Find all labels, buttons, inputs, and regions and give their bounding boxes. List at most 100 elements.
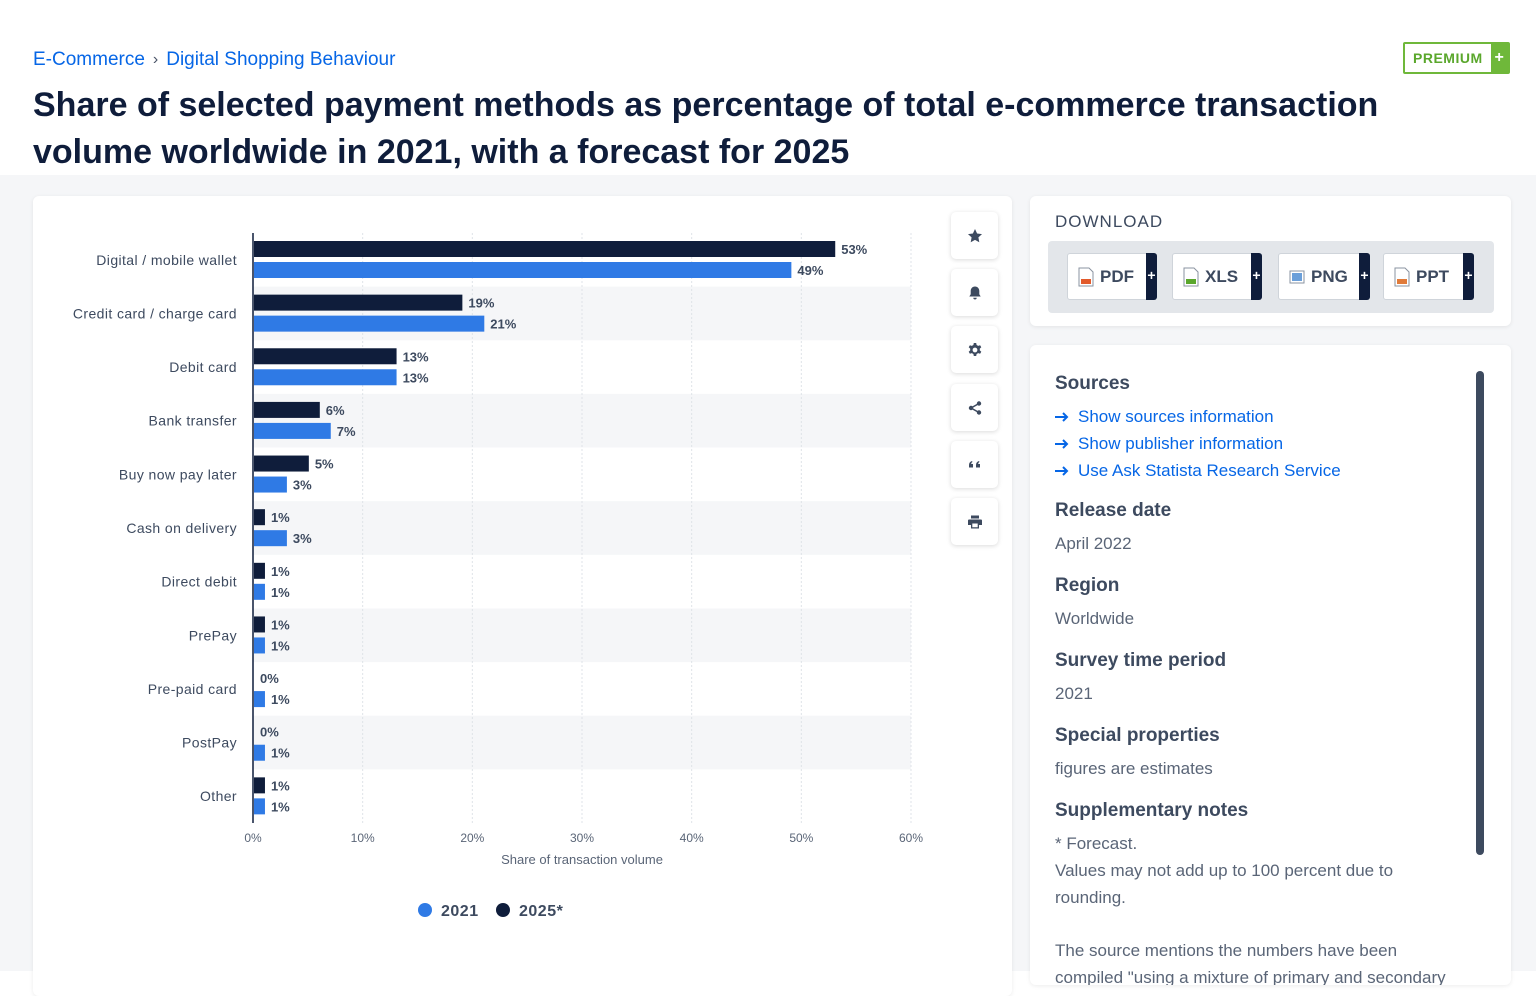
- bar-chart: Digital / mobile wallet 53% 49% Credit card…: [73, 233, 923, 920]
- notes-forecast: * Forecast.: [1055, 834, 1138, 853]
- download-xls-button[interactable]: XLS +: [1172, 253, 1262, 300]
- bar: [254, 476, 287, 493]
- bar: [254, 530, 287, 547]
- notification-button[interactable]: [951, 269, 998, 316]
- data-label: 1%: [271, 799, 290, 814]
- legend-label: 2025*: [519, 903, 564, 920]
- data-label: 1%: [271, 617, 290, 632]
- region-value: Worldwide: [1055, 609, 1135, 628]
- download-pdf-button[interactable]: PDF +: [1067, 253, 1157, 300]
- data-label: 13%: [403, 349, 429, 364]
- data-label: 0%: [260, 725, 279, 740]
- show-publisher-label: Show publisher information: [1078, 434, 1284, 453]
- print-button[interactable]: [951, 498, 998, 545]
- download-ppt-button[interactable]: PPT +: [1383, 253, 1474, 300]
- download-card: DOWNLOAD PDF + XLS + PNG + PPT +: [1030, 196, 1511, 326]
- data-label: 1%: [271, 585, 290, 600]
- premium-label: PREMIUM: [1413, 50, 1483, 66]
- ask-statista-link[interactable]: Use Ask Statista Research Service: [1055, 457, 1465, 484]
- info-scrollbar[interactable]: [1476, 371, 1484, 855]
- download-title: DOWNLOAD: [1055, 212, 1164, 231]
- x-axis-label: Share of transaction volume: [501, 852, 663, 867]
- bar: [254, 422, 331, 439]
- png-file-icon: [1289, 270, 1305, 283]
- survey-period-heading: Survey time period: [1055, 650, 1227, 671]
- category-label: Direct debit: [161, 574, 237, 590]
- breadcrumb-digital-shopping[interactable]: Digital Shopping Behaviour: [166, 49, 396, 70]
- category-label: Debit card: [169, 359, 237, 375]
- breadcrumb-ecommerce[interactable]: E-Commerce: [33, 49, 145, 70]
- x-tick-label: 20%: [460, 831, 484, 845]
- x-tick-label: 50%: [789, 831, 813, 845]
- release-date-heading: Release date: [1055, 500, 1172, 521]
- ppt-file-icon: [1394, 267, 1410, 286]
- bar: [254, 798, 265, 815]
- quote-icon: [968, 460, 980, 467]
- cite-button[interactable]: [951, 441, 998, 488]
- bar: [254, 315, 485, 332]
- data-label: 21%: [490, 317, 516, 332]
- data-label: 1%: [271, 638, 290, 653]
- bar: [254, 509, 265, 526]
- gear-icon: [968, 342, 981, 356]
- bar: [254, 562, 265, 579]
- settings-button[interactable]: [951, 326, 998, 373]
- premium-plus-icon: +: [1490, 44, 1508, 72]
- download-xls-label: XLS: [1205, 266, 1239, 286]
- download-xls-plus: +: [1251, 253, 1262, 300]
- data-label: 1%: [271, 692, 290, 707]
- bar: [254, 241, 836, 257]
- notes-source-mention: The source mentions the numbers have bee…: [1055, 941, 1446, 985]
- sources-heading: Sources: [1055, 373, 1130, 394]
- bar: [254, 744, 265, 761]
- survey-period-value: 2021: [1055, 684, 1093, 703]
- data-label: 53%: [841, 242, 867, 257]
- data-label: 1%: [271, 778, 290, 793]
- breadcrumb-separator: ›: [152, 51, 159, 68]
- bell-icon: [968, 286, 981, 299]
- bar: [254, 691, 265, 708]
- bar: [254, 616, 265, 633]
- favorite-button[interactable]: [951, 212, 998, 259]
- info-card: Sources Show sources information Show pu…: [1030, 345, 1511, 985]
- special-properties-value: figures are estimates: [1055, 759, 1213, 778]
- download-png-button[interactable]: PNG +: [1278, 253, 1370, 300]
- legend-label: 2021: [441, 903, 479, 920]
- data-label: 3%: [293, 478, 312, 493]
- category-label: PostPay: [182, 735, 237, 751]
- x-tick-label: 40%: [680, 831, 704, 845]
- category-label: Cash on delivery: [126, 520, 237, 536]
- data-label: 19%: [468, 296, 494, 311]
- bar: [254, 637, 265, 654]
- pdf-file-icon: [1078, 267, 1094, 286]
- category-label: Digital / mobile wallet: [96, 252, 237, 268]
- arrow-right-icon: [1055, 411, 1069, 422]
- breadcrumb: E-Commerce › Digital Shopping Behaviour: [33, 49, 395, 71]
- arrow-right-icon: [1055, 438, 1069, 449]
- download-pdf-plus: +: [1146, 253, 1157, 300]
- share-icon: [968, 400, 981, 415]
- xls-file-icon: [1183, 267, 1199, 286]
- data-label: 5%: [315, 457, 334, 472]
- data-label: 1%: [271, 510, 290, 525]
- show-sources-label: Show sources information: [1078, 407, 1274, 426]
- share-button[interactable]: [951, 384, 998, 431]
- chart-card: Digital / mobile wallet 53% 49% Credit card…: [33, 196, 1012, 996]
- category-label: PrePay: [189, 627, 237, 643]
- show-publisher-link[interactable]: Show publisher information: [1055, 430, 1465, 457]
- category-label: Bank transfer: [149, 413, 237, 429]
- bar: [254, 583, 265, 600]
- download-png-label: PNG: [1311, 266, 1348, 286]
- show-sources-link[interactable]: Show sources information: [1055, 403, 1465, 430]
- release-date-value: April 2022: [1055, 534, 1132, 553]
- data-label: 6%: [326, 403, 345, 418]
- x-tick-label: 30%: [570, 831, 594, 845]
- x-tick-label: 60%: [899, 831, 923, 845]
- premium-badge[interactable]: PREMIUM +: [1403, 42, 1510, 74]
- data-label: 0%: [260, 671, 279, 686]
- arrow-right-icon: [1055, 465, 1069, 476]
- page-title: Share of selected payment methods as per…: [33, 86, 1379, 171]
- supplementary-notes-heading: Supplementary notes: [1055, 800, 1249, 821]
- special-properties-heading: Special properties: [1055, 725, 1220, 746]
- bar: [254, 262, 792, 278]
